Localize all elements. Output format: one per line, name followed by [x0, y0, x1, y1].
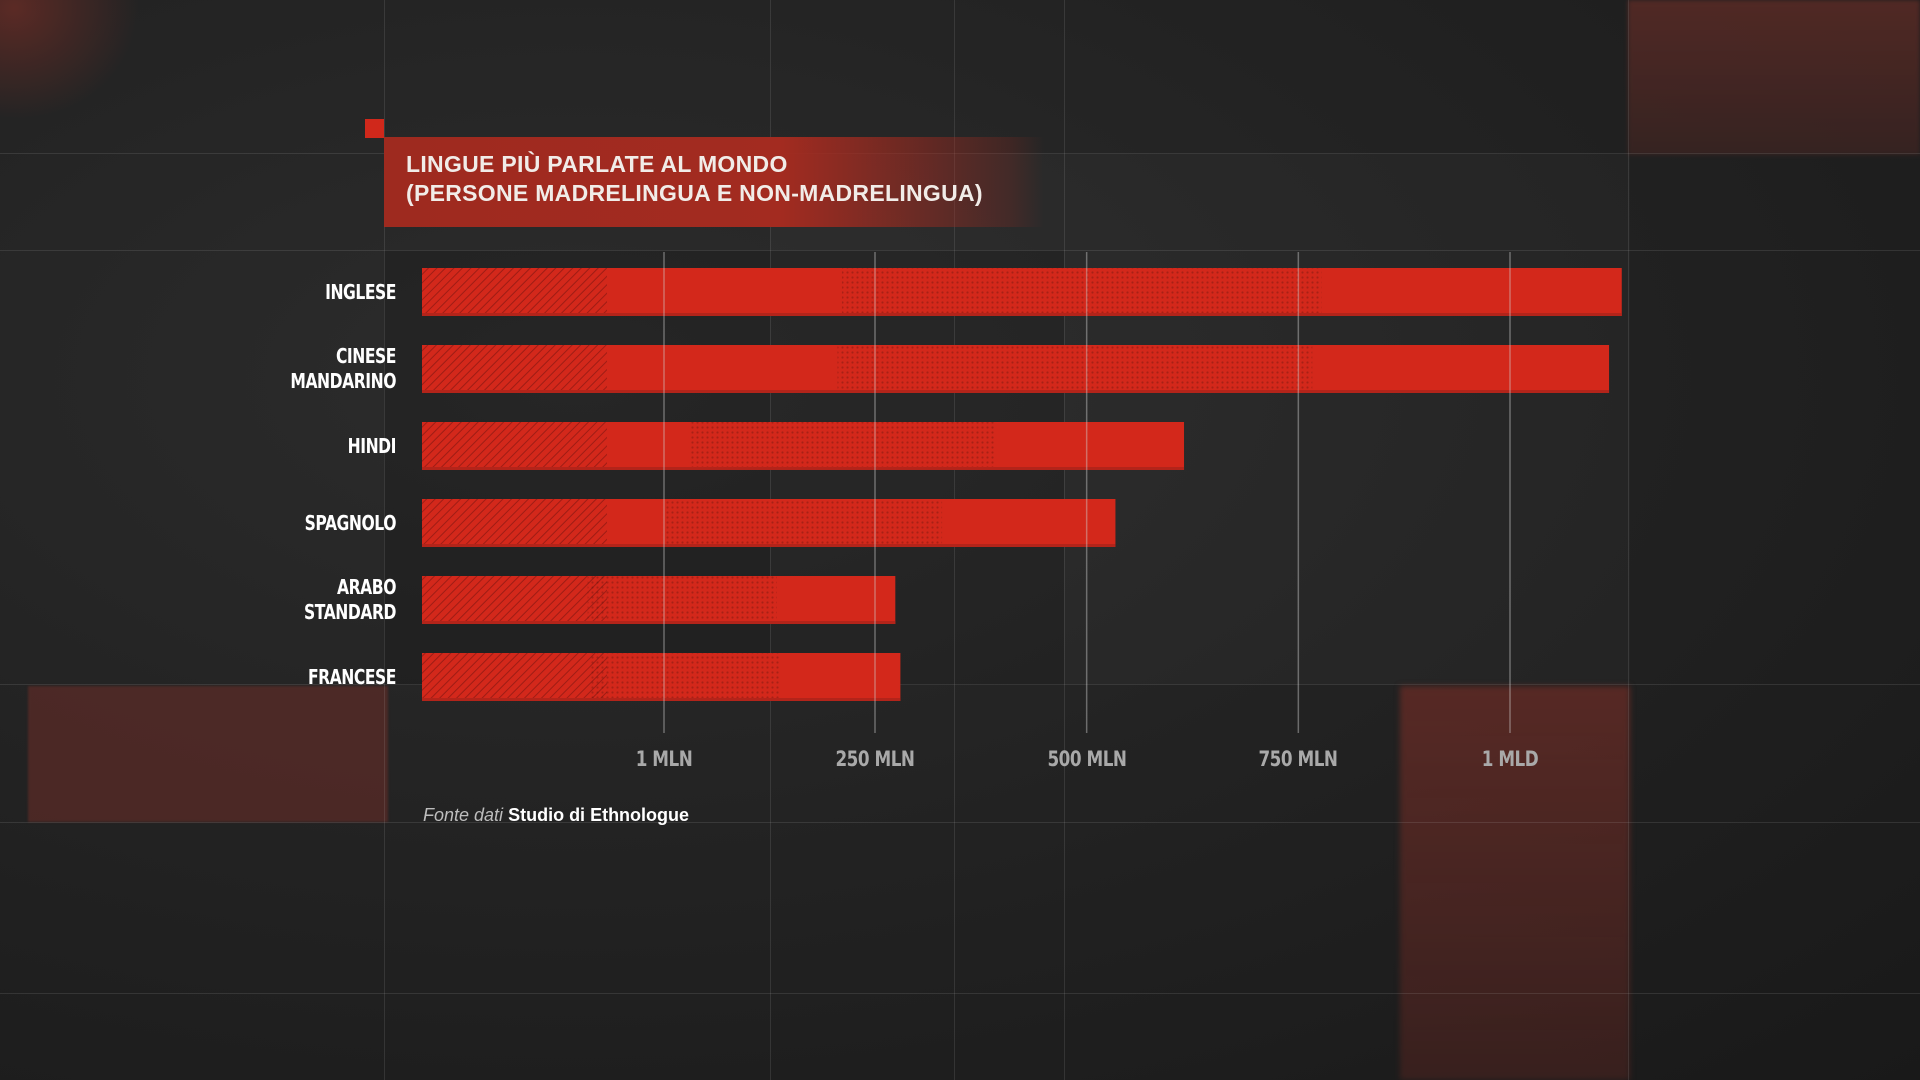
- category-label-line: CINESE: [335, 344, 397, 368]
- bar-texture: [422, 422, 607, 470]
- bar-texture: [587, 576, 777, 624]
- bar-texture: [837, 345, 1313, 393]
- background-grid-line: [1628, 0, 1629, 1080]
- background-grid-line: [0, 993, 1920, 994]
- gridlines: [663, 252, 1511, 733]
- category-label-line: ARABO: [337, 575, 396, 599]
- background-accent-top-right: [1628, 0, 1920, 155]
- category-label: ARABO STANDARD: [193, 575, 397, 625]
- x-tick-label: 1 MLN: [635, 747, 693, 771]
- category-label: SPAGNOLO: [193, 510, 397, 536]
- background-grid-line: [0, 822, 1920, 823]
- data-source: Fonte dati Studio di Ethnologue: [423, 805, 689, 826]
- category-label: FRANCESE: [193, 664, 397, 690]
- bar-shadow: [422, 313, 1622, 316]
- bar-texture: [664, 499, 943, 547]
- x-tick-label: 500 MLN: [1047, 747, 1127, 771]
- bar-shadow: [422, 621, 896, 624]
- category-label: HINDI: [193, 433, 397, 459]
- background-accent-bottom-right: [1400, 686, 1630, 1080]
- bar-texture: [422, 653, 607, 701]
- bar-texture: [422, 268, 607, 316]
- chart-title-line-2: (PERSONE MADRELINGUA E NON-MADRELINGUA): [406, 180, 983, 206]
- background-grid-line: [0, 684, 1920, 685]
- bar-texture: [422, 499, 607, 547]
- x-tick-label: 1 MLD: [1481, 747, 1539, 771]
- category-label: INGLESE: [193, 280, 396, 305]
- category-label-line: HINDI: [347, 433, 397, 458]
- bar-shadow: [422, 698, 901, 701]
- bar-texture: [422, 576, 607, 624]
- category-label-line: STANDARD: [303, 600, 397, 624]
- title-marker: [365, 119, 384, 138]
- bars: [422, 268, 1622, 701]
- bar-texture: [589, 653, 781, 701]
- bar-texture: [688, 422, 994, 470]
- background-accent-top-left: [0, 0, 140, 120]
- bar-texture: [422, 345, 607, 393]
- x-tick-label: 250 MLN: [835, 747, 915, 771]
- x-tick-label: 750 MLN: [1258, 747, 1339, 771]
- chart-title-line-1: LINGUE PIÙ PARLATE AL MONDO: [406, 151, 788, 177]
- source-name: Studio di Ethnologue: [508, 805, 690, 825]
- background-accent-bottom-left: [28, 686, 388, 822]
- category-label-line: FRANCESE: [307, 664, 397, 689]
- bar-shadow: [422, 544, 1116, 547]
- bar-shadow: [422, 467, 1185, 470]
- bar-shadow: [422, 390, 1610, 393]
- category-label-line: MANDARINO: [290, 369, 396, 393]
- title-banner: [384, 137, 1044, 227]
- bar-texture: [841, 268, 1322, 316]
- category-label-line: SPAGNOLO: [304, 510, 397, 535]
- background-grid-line: [0, 250, 1920, 251]
- chart-title: LINGUE PIÙ PARLATE AL MONDO (PERSONE MAD…: [406, 150, 983, 208]
- category-label-line: INGLESE: [325, 279, 396, 304]
- category-label: CINESE MANDARINO: [193, 344, 396, 394]
- background-grid-line: [384, 0, 385, 1080]
- source-prefix: Fonte dati: [423, 805, 504, 825]
